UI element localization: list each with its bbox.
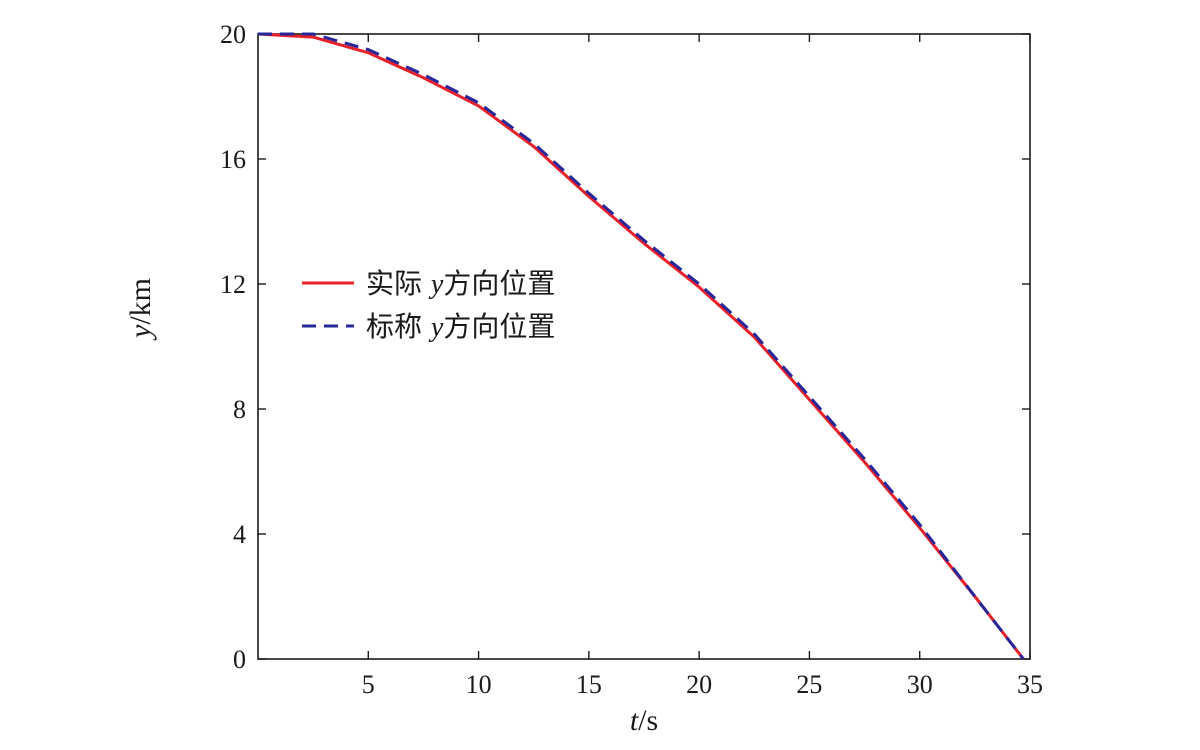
y-tick-label: 8 [233, 395, 246, 424]
x-axis-label: t/s [630, 704, 658, 737]
y-tick-label: 12 [220, 270, 246, 299]
x-tick-label: 5 [362, 670, 375, 699]
x-tick-label: 30 [907, 670, 933, 699]
x-tick-label: 35 [1017, 670, 1043, 699]
series-line-nominal [258, 32, 1025, 660]
y-tick-label: 0 [233, 645, 246, 674]
x-tick-label: 20 [686, 670, 712, 699]
series-layer [257, 32, 1025, 660]
plot-area: 5 10 15 20 25 30 35 0 4 8 12 16 20 [220, 20, 1043, 699]
x-tick-label: 15 [576, 670, 602, 699]
series-line-actual [257, 32, 1025, 660]
legend-label-nominal: 标称 y方向位置 [366, 310, 555, 343]
x-tick-label: 25 [796, 670, 822, 699]
y-axis-label: y/km [124, 278, 157, 341]
legend-label-actual: 实际 y方向位置 [366, 267, 555, 300]
y-tick-label: 4 [233, 520, 246, 549]
y-tick-label: 16 [220, 145, 246, 174]
axis-ticks: 5 10 15 20 25 30 35 0 4 8 12 16 20 [220, 20, 1043, 699]
y-tick-label: 20 [220, 20, 246, 49]
plot-frame [257, 33, 1031, 660]
x-tick-label: 10 [466, 670, 492, 699]
legend: 实际 y方向位置 标称 y方向位置 [302, 267, 555, 343]
